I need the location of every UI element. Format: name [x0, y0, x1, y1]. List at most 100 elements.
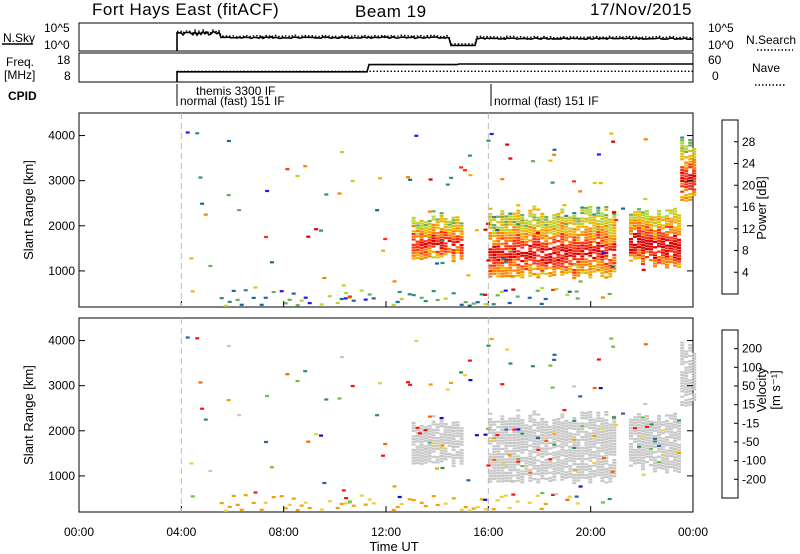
power-cell — [665, 247, 669, 250]
power-cell — [423, 229, 428, 232]
power-cell — [528, 244, 533, 248]
velocity-cell — [673, 447, 677, 451]
power-cell — [504, 256, 509, 259]
power-cell — [564, 244, 569, 247]
velocity-cell — [451, 421, 456, 424]
power-cell — [588, 216, 593, 219]
power-cell — [431, 250, 436, 253]
power-cell — [637, 232, 641, 235]
power-cell — [447, 223, 452, 226]
velocity-cell — [459, 371, 464, 374]
power-cell — [556, 229, 561, 232]
velocity-cell — [496, 420, 501, 423]
power-cell — [528, 272, 533, 275]
power-cell — [673, 264, 677, 267]
power-cell — [669, 217, 673, 220]
velocity-cell — [612, 450, 617, 454]
power-cell — [283, 302, 288, 305]
power-cell — [500, 253, 505, 256]
velocity-cell — [600, 420, 605, 423]
power-cell — [580, 209, 585, 212]
velocity-cell — [580, 473, 585, 476]
velocity-cell — [504, 477, 509, 480]
power-cell — [564, 220, 569, 223]
velocity-cell — [540, 447, 545, 450]
velocity-cell — [500, 466, 505, 469]
power-cell — [641, 249, 645, 252]
power-cell — [411, 238, 416, 241]
velocity-cell — [524, 470, 529, 473]
power-cell — [431, 256, 436, 259]
velocity-cell — [411, 451, 416, 454]
velocity-cell — [641, 454, 645, 457]
power-cell — [684, 183, 689, 186]
velocity-cell — [459, 440, 464, 444]
power-cell — [657, 210, 661, 213]
velocity-cell — [532, 478, 537, 481]
power-cell — [596, 209, 601, 212]
power-cell — [504, 272, 509, 275]
velocity-cell — [680, 403, 685, 406]
power-cell — [560, 216, 565, 219]
power-cell — [504, 220, 509, 223]
power-cell — [688, 160, 693, 163]
power-cell — [564, 225, 569, 228]
velocity-cell — [447, 455, 452, 458]
velocity-cell — [439, 446, 444, 449]
velocity-cell — [584, 436, 589, 439]
velocity-cell — [439, 433, 444, 436]
power-cell — [688, 141, 693, 144]
power-cell — [508, 212, 513, 215]
velocity-cell — [548, 458, 553, 461]
velocity-cell — [435, 426, 440, 429]
power-cell — [588, 251, 593, 254]
velocity-cell — [596, 449, 601, 452]
power-cell — [688, 139, 693, 142]
power-cell — [692, 183, 697, 186]
power-cell — [677, 260, 681, 263]
power-cell — [451, 259, 456, 263]
power-cell — [637, 248, 641, 251]
velocity-cell — [520, 481, 525, 484]
velocity-cell — [548, 441, 553, 445]
velocity-cell — [604, 413, 609, 416]
power-cell — [612, 262, 617, 265]
velocity-cell — [588, 437, 593, 441]
velocity-cell — [612, 453, 617, 456]
power-cell — [596, 225, 601, 228]
power-cell — [688, 187, 693, 190]
power-cell — [657, 261, 661, 264]
power-cell — [411, 294, 416, 297]
power-cell — [451, 251, 456, 254]
velocity-cell — [568, 456, 573, 459]
velocity-cell — [564, 438, 569, 441]
velocity-cell — [303, 501, 308, 504]
power-cell — [488, 218, 493, 221]
velocity-cell — [512, 444, 517, 447]
power-cell — [466, 274, 471, 277]
velocity-ytick-label: 2000 — [48, 424, 75, 438]
velocity-cell — [584, 425, 589, 428]
velocity-cell — [435, 445, 440, 448]
power-cell — [645, 215, 649, 218]
power-cell — [680, 182, 685, 185]
power-cell — [496, 258, 501, 262]
power-cell — [516, 231, 521, 234]
power-cell — [492, 259, 497, 262]
power-cell — [680, 139, 685, 142]
power-cell — [665, 239, 669, 242]
velocity-cell — [455, 424, 460, 427]
velocity-cell — [488, 426, 493, 429]
velocity-cell — [536, 421, 541, 424]
power-cell — [287, 298, 292, 301]
power-cell — [459, 227, 464, 230]
power-cell — [568, 243, 573, 246]
velocity-cell — [443, 455, 448, 458]
power-cell — [344, 292, 349, 295]
velocity-cell — [580, 422, 585, 425]
power-cell — [423, 245, 428, 248]
velocity-cell — [552, 440, 557, 443]
velocity-cell — [431, 495, 436, 498]
velocity-cell — [524, 424, 529, 427]
velocity-cell — [560, 429, 565, 432]
